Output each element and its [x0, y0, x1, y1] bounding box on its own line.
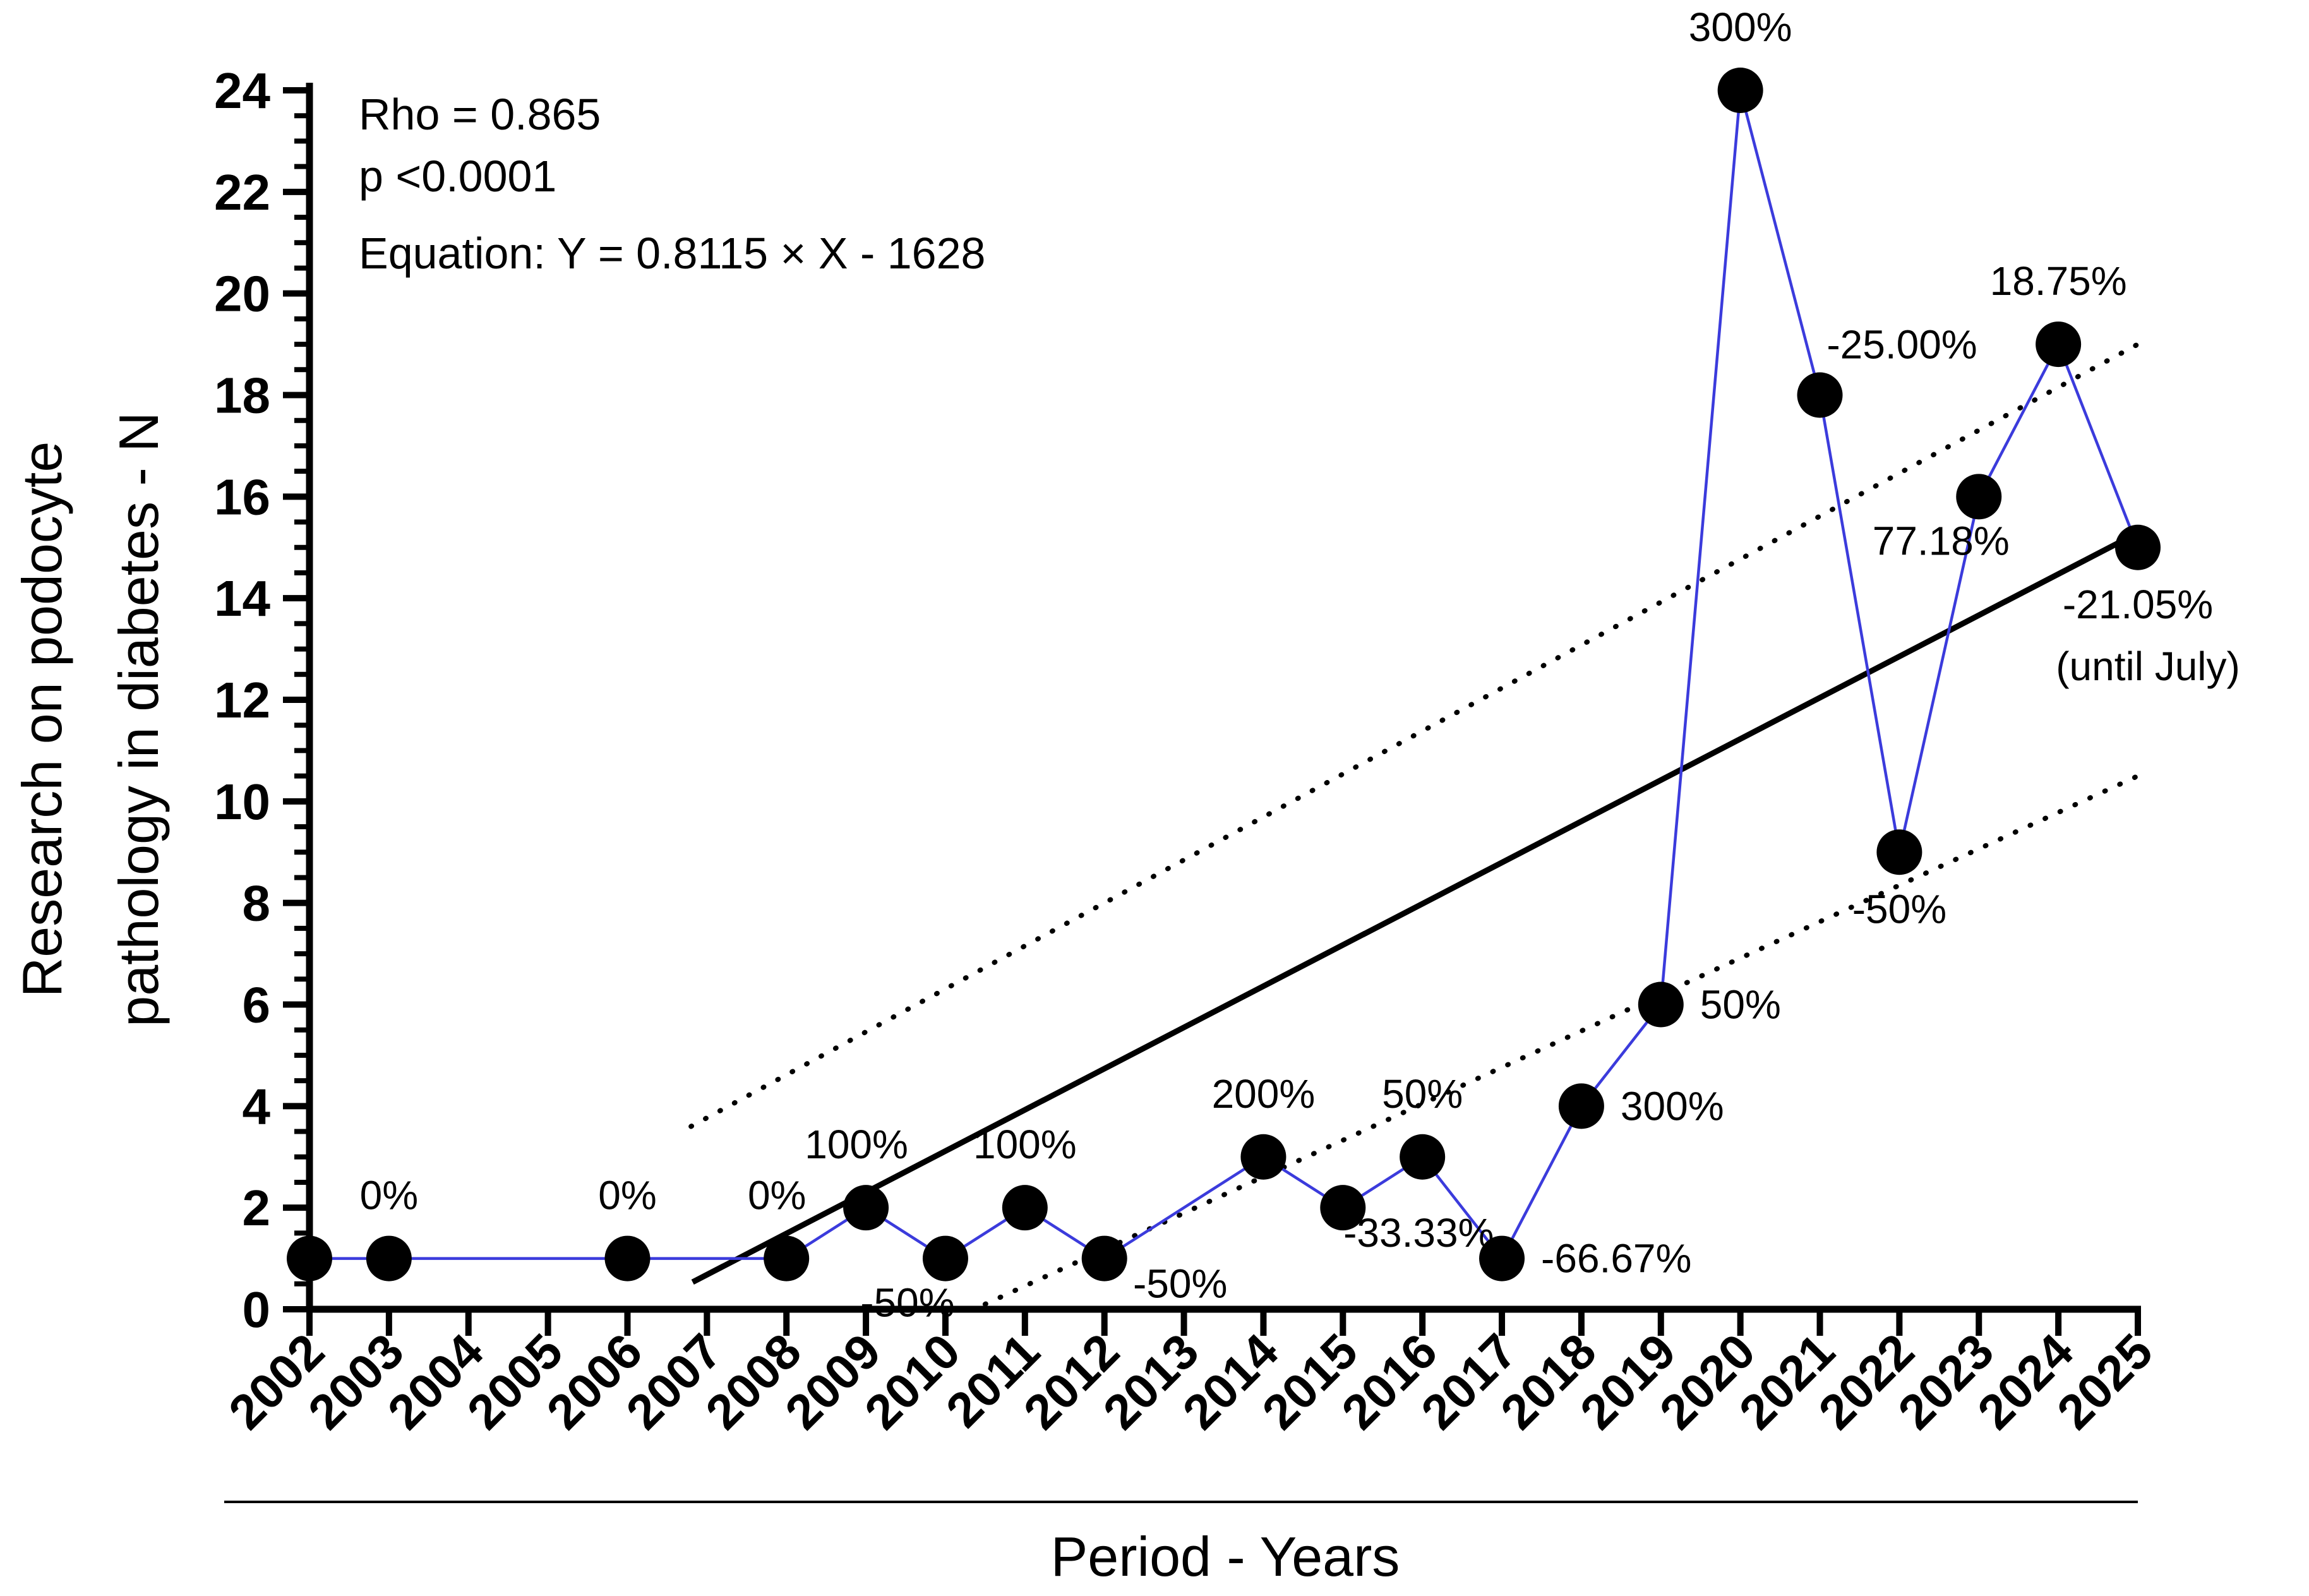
- point-label-2003: 0%: [360, 1173, 419, 1218]
- y-tick-label-20: 20: [214, 266, 270, 322]
- data-point-2024: [2036, 321, 2082, 368]
- data-point-2025: [2115, 524, 2161, 570]
- point-label-2009: 100%: [805, 1122, 908, 1167]
- point-label-2017: -66.67%: [1541, 1236, 1691, 1281]
- point-label-2010: -50%: [860, 1280, 954, 1326]
- regression-line-group: [691, 530, 2140, 1285]
- point-label-2019: 50%: [1700, 982, 1781, 1028]
- point-label-2025: (until July): [2056, 644, 2240, 689]
- band-lower-line: [982, 773, 2140, 1307]
- x-axis-title: Period - Years: [1051, 1525, 1400, 1588]
- y-tick-label-2: 2: [243, 1180, 271, 1236]
- point-label-2012: -50%: [1133, 1261, 1227, 1307]
- data-point-2014: [1240, 1134, 1286, 1180]
- data-point-2021: [1797, 372, 1843, 418]
- data-point-2011: [1002, 1185, 1048, 1231]
- y-tick-label-14: 14: [214, 570, 270, 627]
- y-tick-label-18: 18: [214, 368, 270, 424]
- axes: 0246810121416182022242002200320042005200…: [214, 63, 2163, 1503]
- point-label-2015: -33.33%: [1343, 1210, 1494, 1256]
- point-label-2006: 0%: [598, 1173, 657, 1218]
- point-label-2018: 300%: [1621, 1083, 1724, 1129]
- point-label-2011: 100%: [973, 1122, 1077, 1167]
- confidence-band: [688, 342, 2140, 1307]
- data-point-2019: [1638, 981, 1684, 1028]
- y-tick-label-12: 12: [214, 672, 270, 728]
- point-label-2022: -50%: [1852, 886, 1946, 932]
- point-label-2021: -25.00%: [1826, 322, 1977, 368]
- point-label-2025: -21.05%: [2063, 582, 2213, 627]
- stat-equation: Equation: Y = 0.8115 × X - 1628: [359, 229, 985, 278]
- point-label-2016: 50%: [1382, 1071, 1463, 1117]
- data-point-2003: [366, 1235, 412, 1281]
- regression-line: [691, 530, 2140, 1285]
- y-tick-label-8: 8: [243, 875, 271, 932]
- point-label-2024: 18.75%: [1990, 258, 2127, 304]
- data-point-2023: [1956, 474, 2002, 520]
- point-labels: 0% 0% 0% 100% -50% 100% -50% 200% -33.33% 50% -66.…: [360, 4, 2240, 1326]
- y-tick-label-16: 16: [214, 469, 270, 525]
- y-tick-label-10: 10: [214, 774, 270, 830]
- y-tick-label-6: 6: [243, 977, 271, 1033]
- stat-p-value: p <0.0001: [359, 152, 556, 201]
- y-tick-label-22: 22: [214, 164, 270, 220]
- stat-rho: Rho = 0.865: [359, 90, 601, 139]
- data-point-2009: [843, 1185, 889, 1231]
- data-point-2012: [1081, 1235, 1127, 1281]
- band-upper-line: [688, 342, 2140, 1129]
- y-axis-title-line1: Research on podocyte: [11, 441, 73, 998]
- point-label-2020: 300%: [1689, 4, 1792, 50]
- data-point-2022: [1876, 829, 1922, 875]
- data-point-2006: [604, 1235, 651, 1281]
- y-axis-title-line2: pathology in diabetes - N: [107, 412, 170, 1027]
- point-label-2008: 0%: [748, 1173, 807, 1218]
- y-tick-label-24: 24: [214, 63, 270, 119]
- data-point-2017: [1479, 1235, 1525, 1281]
- y-tick-label-4: 4: [243, 1078, 271, 1134]
- data-points: [287, 68, 2161, 1281]
- data-point-2010: [922, 1235, 968, 1281]
- y-tick-label-0: 0: [243, 1281, 271, 1338]
- data-point-2015: [1320, 1185, 1366, 1231]
- point-label-2014: 200%: [1212, 1071, 1316, 1117]
- data-point-2008: [764, 1235, 810, 1281]
- data-point-2016: [1400, 1134, 1446, 1180]
- point-label-2023: 77.18%: [1873, 518, 2010, 563]
- data-point-2018: [1558, 1083, 1604, 1129]
- data-point-2020: [1717, 68, 1763, 113]
